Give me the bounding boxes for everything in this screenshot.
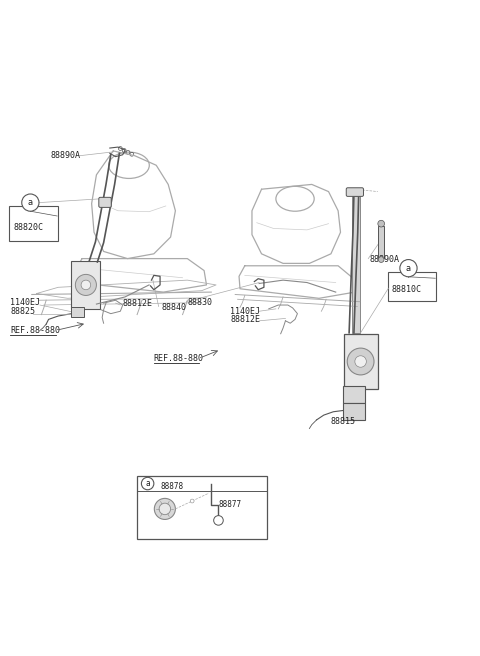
Text: 88878: 88878 bbox=[160, 482, 183, 491]
FancyBboxPatch shape bbox=[343, 386, 365, 403]
Circle shape bbox=[400, 260, 417, 277]
Text: 88830: 88830 bbox=[187, 298, 212, 307]
Text: 88820C: 88820C bbox=[13, 223, 43, 232]
Circle shape bbox=[155, 499, 175, 520]
Circle shape bbox=[190, 499, 194, 503]
FancyBboxPatch shape bbox=[343, 403, 365, 420]
Text: a: a bbox=[406, 264, 411, 273]
Bar bbox=[352, 196, 360, 333]
Text: 88825: 88825 bbox=[10, 306, 35, 316]
Circle shape bbox=[378, 220, 384, 227]
Text: 88890A: 88890A bbox=[51, 151, 81, 160]
FancyBboxPatch shape bbox=[378, 226, 384, 258]
Text: 1140EJ: 1140EJ bbox=[10, 298, 40, 307]
Text: 88840: 88840 bbox=[161, 303, 186, 312]
Text: 88877: 88877 bbox=[218, 500, 241, 508]
Circle shape bbox=[81, 280, 91, 290]
FancyBboxPatch shape bbox=[71, 307, 84, 318]
FancyBboxPatch shape bbox=[99, 197, 111, 207]
Text: 88812E: 88812E bbox=[230, 316, 261, 324]
Circle shape bbox=[214, 516, 223, 525]
Circle shape bbox=[378, 256, 384, 262]
FancyBboxPatch shape bbox=[137, 476, 267, 539]
Circle shape bbox=[142, 478, 154, 490]
Text: 88890A: 88890A bbox=[369, 255, 399, 264]
Text: 88815: 88815 bbox=[331, 417, 356, 426]
Circle shape bbox=[22, 194, 39, 211]
FancyBboxPatch shape bbox=[346, 188, 363, 196]
Text: 88810C: 88810C bbox=[391, 285, 421, 294]
FancyBboxPatch shape bbox=[9, 206, 58, 241]
FancyBboxPatch shape bbox=[71, 261, 100, 309]
Circle shape bbox=[75, 274, 96, 295]
Text: REF.88-880: REF.88-880 bbox=[154, 354, 204, 363]
Circle shape bbox=[159, 503, 170, 515]
Text: 1140EJ: 1140EJ bbox=[230, 306, 261, 316]
Text: REF.88-880: REF.88-880 bbox=[10, 326, 60, 335]
FancyBboxPatch shape bbox=[388, 272, 436, 300]
Text: a: a bbox=[28, 198, 33, 207]
Circle shape bbox=[355, 356, 366, 367]
Text: 88812E: 88812E bbox=[123, 299, 153, 308]
Circle shape bbox=[347, 348, 374, 375]
FancyBboxPatch shape bbox=[344, 334, 378, 389]
Text: a: a bbox=[145, 479, 150, 488]
